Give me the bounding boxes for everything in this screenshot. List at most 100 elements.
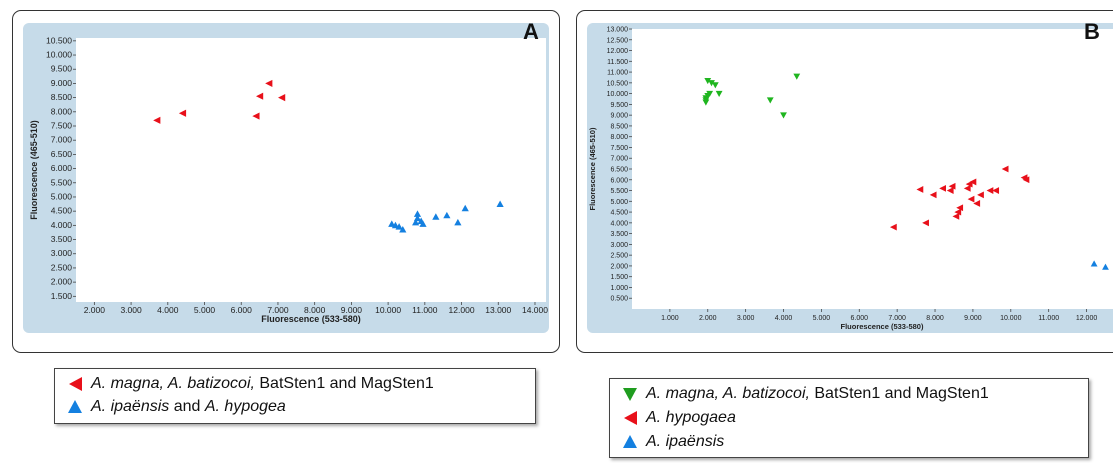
x-tick-label: 3.000 [737, 315, 755, 322]
data-point-green-triangle-down [793, 73, 801, 80]
data-point-red-triangle-left [889, 223, 897, 231]
y-tick-label: 2.000 [51, 277, 73, 287]
y-tick-label: 12.000 [607, 48, 629, 55]
y-tick-label: 8.500 [51, 92, 73, 102]
y-tick-label: 2.000 [610, 263, 628, 270]
y-tick-label: 10.500 [46, 35, 72, 45]
plot-area [632, 29, 1113, 309]
data-point-red-triangle-left [946, 187, 954, 194]
x-tick-label: 8.000 [304, 305, 326, 315]
data-point-red-triangle-left [954, 208, 962, 216]
data-point-blue-triangle-up [413, 210, 422, 217]
data-point-green-triangle-down [706, 90, 714, 98]
data-point-green-triangle-down [711, 82, 719, 89]
legend-b-row-2: A. hypogaea [622, 409, 736, 427]
y-tick-label: 6.000 [610, 177, 628, 184]
x-tick-label: 10.000 [1000, 315, 1022, 322]
data-point-blue-triangle-up [395, 223, 403, 230]
y-tick-label: 4.000 [610, 220, 628, 227]
blue-up-triangle-icon [623, 435, 637, 448]
x-tick-label: 13.000 [485, 305, 511, 315]
data-point-blue-triangle-up [419, 220, 427, 227]
y-tick-label: 8.000 [610, 134, 628, 141]
y-tick-label: 10.500 [607, 80, 629, 87]
data-point-red-triangle-left [1022, 176, 1030, 184]
data-point-blue-triangle-up [1102, 263, 1109, 270]
data-point-red-triangle-left [929, 191, 937, 199]
plot-area [76, 38, 546, 302]
legend-b-label-1: A. magna, A. batizocoi, BatSten1 and Mag… [646, 385, 989, 402]
panel-b-letter: B [1084, 19, 1100, 44]
y-tick-label: 9.000 [51, 78, 73, 88]
y-tick-label: 7.000 [51, 135, 73, 145]
data-point-red-triangle-left [963, 184, 971, 192]
data-point-blue-triangle-up [461, 204, 469, 212]
data-point-red-triangle-left [956, 204, 964, 212]
legend-b: A. magna, A. batizocoi, BatSten1 and Mag… [609, 378, 1089, 458]
panel-a: 1.500 2.000 2.500 3.000 3.500 4.000 4.500 5.000… [12, 10, 560, 353]
data-point-red-triangle-left [178, 109, 187, 117]
data-point-blue-triangle-up [399, 226, 407, 233]
x-tick-label: 14.000 [522, 305, 548, 315]
y-axis-label: Fluorescence (465-510) [588, 127, 597, 210]
data-point-blue-triangle-up [454, 218, 462, 226]
data-point-green-triangle-down [766, 97, 774, 104]
legend-a: A. magna, A. batizocoi, BatSten1 and Mag… [54, 368, 536, 424]
legend-a-label-1: A. magna, A. batizocoi, BatSten1 and Mag… [91, 375, 434, 392]
y-tick-label: 2.500 [610, 253, 628, 260]
y-tick-label: 5.000 [51, 191, 73, 201]
y-tick-label: 7.500 [51, 121, 73, 131]
y-tick-label: 1.500 [51, 291, 73, 301]
data-point-red-triangle-left [948, 182, 956, 190]
x-tick-label: 4.000 [775, 315, 793, 322]
legend-a-row-2: A. ipaënsis and A. hypogea [67, 398, 286, 416]
x-tick-label: 1.000 [661, 315, 679, 322]
data-point-red-triangle-left [252, 112, 260, 120]
data-point-red-triangle-left [153, 116, 161, 124]
panel-b: 0.500 1.000 1.500 2.000 2.500 3.000 3.500 4.000… [576, 10, 1113, 353]
y-tick-label: 0.500 [610, 296, 628, 303]
x-tick-label: 7.000 [267, 305, 289, 315]
blue-up-triangle-icon [68, 400, 82, 413]
red-left-triangle-icon [69, 377, 82, 391]
y-tick-label: 9.500 [610, 102, 628, 109]
y-tick-label: 1.500 [610, 274, 628, 281]
y-tick-label: 4.500 [610, 210, 628, 217]
x-tick-label: 5.000 [813, 315, 831, 322]
data-point-blue-triangle-up [412, 218, 420, 226]
data-point-red-triangle-left [977, 191, 984, 199]
data-point-blue-triangle-up [1090, 260, 1098, 267]
data-point-blue-triangle-up [496, 200, 504, 207]
data-point-green-triangle-down [715, 90, 723, 98]
y-axis-label: Fluorescence (465-510) [29, 120, 39, 220]
y-tick-label: 12.500 [607, 37, 629, 44]
x-tick-label: 11.000 [1038, 315, 1059, 322]
data-point-red-triangle-left [278, 94, 286, 102]
y-tick-label: 1.000 [610, 285, 628, 292]
y-tick-label: 5.500 [51, 177, 73, 187]
x-tick-label: 11.000 [412, 305, 438, 315]
y-tick-label: 8.500 [610, 123, 628, 130]
x-tick-label: 9.000 [341, 305, 363, 315]
y-tick-label: 3.000 [51, 248, 73, 258]
x-tick-label: 6.000 [231, 305, 253, 315]
x-tick-label: 5.000 [194, 305, 216, 315]
legend-b-row-1: A. magna, A. batizocoi, BatSten1 and Mag… [622, 385, 989, 403]
x-tick-label: 10.000 [375, 305, 401, 315]
legend-b-label-2: A. hypogaea [646, 409, 736, 426]
data-point-red-triangle-left [939, 184, 947, 192]
x-tick-label: 2.000 [699, 315, 717, 322]
x-tick-label: 12.000 [1076, 315, 1098, 322]
y-tick-label: 4.500 [51, 206, 73, 216]
data-point-green-triangle-down [702, 97, 710, 104]
legend-b-label-3: A. ipaënsis [646, 433, 725, 450]
x-tick-label: 6.000 [851, 315, 869, 322]
x-tick-label: 2.000 [84, 305, 106, 315]
data-point-red-triangle-left [952, 212, 960, 220]
data-point-red-triangle-left [922, 219, 929, 227]
y-tick-label: 6.500 [610, 167, 628, 174]
green-down-triangle-icon [623, 388, 637, 401]
y-tick-label: 5.000 [610, 199, 628, 206]
red-left-triangle-icon [624, 411, 637, 425]
legend-a-label-2: A. ipaënsis and A. hypogea [91, 398, 286, 415]
